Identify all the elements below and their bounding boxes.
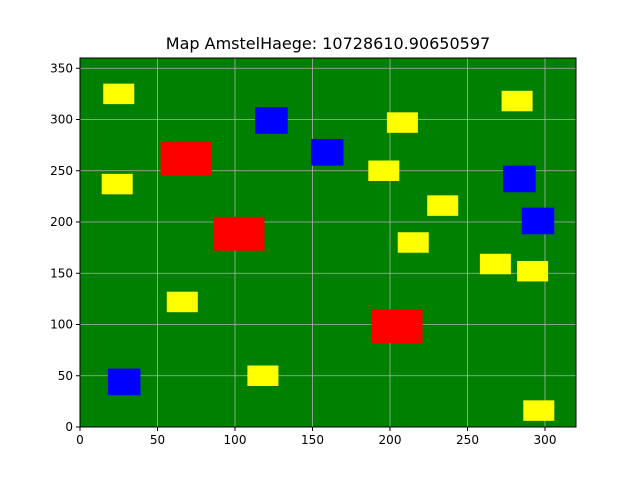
x-tick-label: 100 (224, 433, 247, 447)
y-tick-label: 150 (50, 266, 73, 280)
red-rectangle (371, 309, 423, 343)
x-tick-label: 200 (379, 433, 402, 447)
y-tick-label: 0 (65, 420, 73, 434)
red-rectangle (160, 142, 212, 176)
x-tick-label: 150 (301, 433, 324, 447)
yellow-rectangle (523, 400, 555, 421)
x-tick-label: 300 (534, 433, 557, 447)
yellow-rectangle (101, 173, 133, 195)
blue-rectangle (255, 107, 288, 134)
y-tick-label: 200 (50, 215, 73, 229)
yellow-rectangle (368, 160, 400, 181)
y-tick-label: 350 (50, 61, 73, 75)
x-tick-label: 0 (76, 433, 84, 447)
yellow-rectangle (501, 90, 533, 112)
blue-rectangle (310, 138, 344, 166)
y-tick-label: 50 (58, 369, 73, 383)
blue-rectangle (521, 207, 555, 235)
x-tick-label: 250 (456, 433, 479, 447)
yellow-rectangle (386, 112, 418, 133)
yellow-rectangle (397, 232, 429, 253)
y-tick-label: 300 (50, 113, 73, 127)
yellow-rectangle (247, 365, 279, 386)
yellow-rectangle (103, 83, 135, 105)
y-tick-label: 250 (50, 164, 73, 178)
x-tick-label: 50 (150, 433, 165, 447)
plot-background (80, 58, 576, 427)
yellow-rectangle (427, 195, 459, 216)
chart-title: Map AmstelHaege: 10728610.90650597 (166, 34, 490, 53)
yellow-rectangle (479, 253, 511, 275)
blue-rectangle (107, 368, 141, 396)
blue-rectangle (503, 165, 536, 193)
yellow-rectangle (517, 260, 549, 282)
y-tick-label: 100 (50, 318, 73, 332)
yellow-rectangle (166, 291, 198, 313)
plot-frame (79, 57, 577, 428)
red-rectangle (213, 216, 265, 251)
